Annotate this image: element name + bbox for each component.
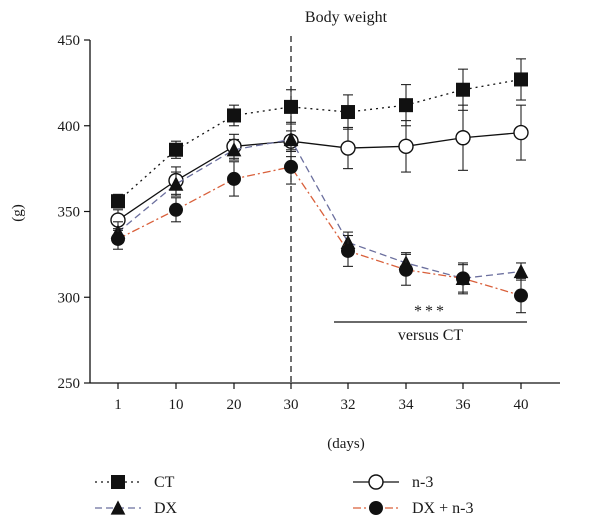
data-point	[514, 288, 528, 303]
legend-marker	[369, 501, 383, 515]
markers	[111, 72, 528, 209]
data-point	[399, 262, 413, 277]
data-point	[284, 99, 298, 114]
significance-stars: ***	[414, 303, 447, 320]
series-line	[117, 78, 522, 202]
data-point	[226, 142, 242, 157]
data-point	[513, 124, 529, 141]
legend-marker	[110, 500, 126, 515]
data-point	[169, 202, 183, 217]
x-tick-label: 10	[169, 397, 184, 413]
series-dx-n-3	[111, 149, 528, 314]
y-tick-label: 300	[58, 290, 81, 306]
y-tick-label: 400	[58, 119, 81, 135]
y-tick-label: 450	[58, 33, 81, 49]
legend-item-n-3: n-3	[353, 474, 433, 491]
data-point	[340, 140, 356, 156]
series-line	[117, 131, 522, 221]
x-tick-label: 36	[456, 397, 472, 413]
data-point	[456, 82, 470, 97]
legend-marker	[111, 475, 125, 489]
x-axis-label: (days)	[327, 436, 365, 452]
data-point	[284, 159, 298, 174]
markers	[111, 159, 528, 303]
legend-label: DX	[154, 500, 178, 517]
series-line	[117, 138, 522, 280]
x-tick-label: 34	[399, 397, 415, 413]
data-point	[514, 72, 528, 87]
y-tick-label: 350	[58, 205, 81, 221]
axes: 250 300 350 400 450 1 10 20 30 32 34 36 40	[58, 33, 560, 413]
legend-label: DX + n-3	[412, 500, 473, 517]
legend-label: n-3	[412, 474, 433, 491]
data-point	[456, 271, 470, 286]
x-tick-label: 30	[284, 397, 299, 413]
data-point	[227, 171, 241, 186]
series-layer	[110, 58, 529, 314]
x-tick-label: 40	[514, 397, 529, 413]
significance-annotation: *** versus CT	[334, 303, 527, 344]
data-point	[169, 142, 183, 157]
series-ct	[111, 58, 528, 209]
x-tick-label: 32	[341, 397, 356, 413]
data-point	[111, 194, 125, 209]
chart-title: Body weight	[305, 9, 388, 26]
data-point	[341, 243, 355, 258]
data-point	[168, 176, 184, 191]
legend-label: CT	[154, 474, 175, 491]
data-point	[513, 263, 529, 279]
legend: CT n-3 DX DX + n-3	[95, 474, 473, 517]
legend-item-ct: CT	[95, 474, 175, 491]
data-point	[111, 231, 125, 246]
legend-item-dx-n-3: DX + n-3	[353, 500, 473, 517]
y-tick-label: 250	[58, 376, 81, 392]
data-point	[398, 138, 414, 155]
data-point	[283, 131, 299, 147]
x-tick-label: 1	[114, 397, 122, 413]
legend-marker	[368, 474, 384, 490]
data-point	[227, 108, 241, 123]
series-line	[117, 166, 522, 297]
data-point	[341, 105, 355, 120]
data-point	[399, 98, 413, 113]
legend-item-dx: DX	[95, 500, 178, 517]
significance-label: versus CT	[398, 327, 464, 344]
x-tick-label: 20	[227, 397, 242, 413]
y-axis-label: (g)	[10, 204, 26, 222]
data-point	[455, 130, 471, 146]
